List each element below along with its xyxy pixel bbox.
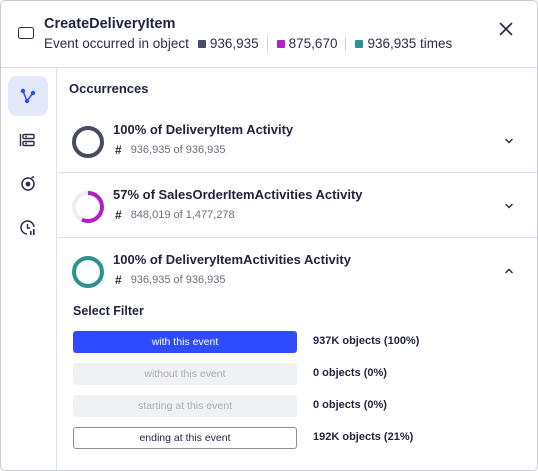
close-icon[interactable] <box>497 20 515 38</box>
filter-stat: 0 objects (0%) <box>313 399 387 411</box>
percentage-ring-icon <box>72 256 104 288</box>
filter-row: without this event 0 objects (0%) <box>73 363 493 385</box>
filter-starting-at-event-button[interactable]: starting at this event <box>73 395 297 417</box>
occurrence-count-value: 848,019 of 1,477,278 <box>130 209 235 221</box>
occurrence-title: 57% of SalesOrderItemActivities Activity <box>113 187 363 202</box>
stat-color-square <box>355 39 364 48</box>
hash-icon: # <box>115 208 122 222</box>
occurrence-count: # 936,935 of 936,935 <box>115 273 226 287</box>
section-title: Occurrences <box>69 81 149 96</box>
filter-with-event-button[interactable]: with this event <box>73 331 297 353</box>
sidebar <box>1 68 57 470</box>
graph-nodes-icon <box>20 88 36 104</box>
occurrence-item[interactable]: 57% of SalesOrderItemActivities Activity… <box>58 173 537 238</box>
filter-without-event-button[interactable]: without this event <box>73 363 297 385</box>
occurrence-count-value: 936,935 of 936,935 <box>130 274 226 286</box>
stat-value: 875,670 <box>288 36 338 51</box>
sidebar-item-graph[interactable] <box>8 76 48 116</box>
sidebar-item-throughput[interactable] <box>8 208 48 248</box>
occurrence-count: # 848,019 of 1,477,278 <box>115 208 235 222</box>
filter-stat: 0 objects (0%) <box>313 367 387 379</box>
percentage-ring-icon <box>72 126 104 158</box>
filter-title: Select Filter <box>73 304 144 318</box>
event-title: CreateDeliveryItem <box>44 16 176 32</box>
occurrence-title: 100% of DeliveryItemActivities Activity <box>113 252 351 267</box>
percentage-ring-icon <box>72 191 104 223</box>
occurrence-count-value: 936,935 of 936,935 <box>130 144 226 156</box>
filter-stat: 192K objects (21%) <box>313 431 414 443</box>
stat-value: 936,935 times <box>367 36 453 51</box>
stat-color-square <box>197 39 206 48</box>
occurrence-item[interactable]: 100% of DeliveryItem Activity # 936,935 … <box>58 108 537 173</box>
hash-icon: # <box>115 143 122 157</box>
panel-header: CreateDeliveryItem Event occurred in obj… <box>1 1 537 68</box>
event-icon <box>18 27 34 39</box>
filter-stat: 937K objects (100%) <box>313 335 420 347</box>
chevron-down-icon[interactable] <box>503 200 515 212</box>
subtitle-prefix: Event occurred in object <box>44 36 189 51</box>
sidebar-item-target[interactable] <box>8 164 48 204</box>
occurrences-content: Occurrences 100% of DeliveryItem Activit… <box>58 68 537 470</box>
hash-icon: # <box>115 273 122 287</box>
occurrence-item-expanded: 100% of DeliveryItemActivities Activity … <box>58 238 537 470</box>
filter-ending-at-event-button[interactable]: ending at this event <box>73 427 297 449</box>
stat-value: 936,935 <box>209 36 259 51</box>
chevron-down-icon[interactable] <box>503 135 515 147</box>
filter-row: ending at this event 192K objects (21%) <box>73 427 493 449</box>
clock-chart-icon <box>20 220 35 235</box>
stat-color-square <box>276 39 285 48</box>
occurrence-title: 100% of DeliveryItem Activity <box>113 122 294 137</box>
target-icon <box>21 175 35 191</box>
sidebar-item-list[interactable] <box>8 120 48 160</box>
divider <box>345 36 347 51</box>
divider <box>266 36 268 51</box>
chevron-up-icon[interactable] <box>503 265 515 277</box>
server-list-icon <box>19 133 35 147</box>
event-subtitle: Event occurred in object 936,935 875,670… <box>44 36 452 51</box>
filter-row: starting at this event 0 objects (0%) <box>73 395 493 417</box>
filter-row: with this event 937K objects (100%) <box>73 331 493 353</box>
occurrence-count: # 936,935 of 936,935 <box>115 143 226 157</box>
